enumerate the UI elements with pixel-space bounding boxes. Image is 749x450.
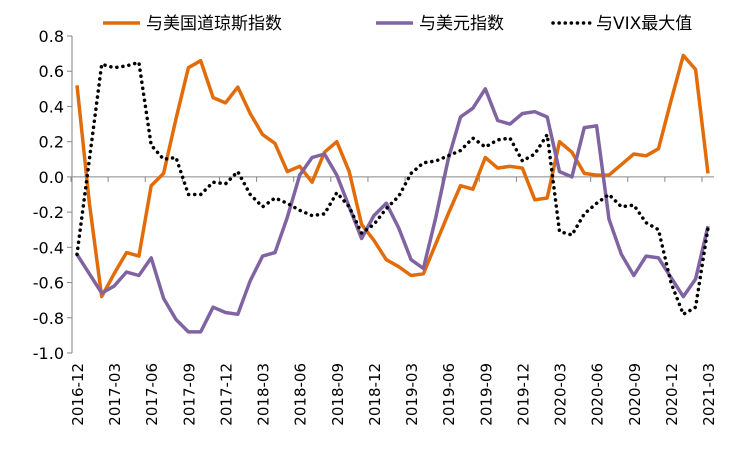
legend-item-2: 与VIX最大值: [551, 14, 692, 34]
x-tick-label: 2018-06: [292, 363, 310, 426]
x-tick-label: 2018-12: [366, 363, 384, 426]
x-tick-label: 2020-09: [626, 363, 644, 426]
y-tick-label: 0.0: [39, 168, 64, 187]
x-axis: 2016-12 2017-03 2017-06 2017-09 2017-12 2018-…: [69, 176, 718, 426]
x-tick-label: 2016-12: [69, 363, 87, 426]
legend-item-1: 与美元指数: [376, 14, 504, 34]
legend-label: 与美元指数: [419, 14, 504, 34]
y-axis: 0.8 0.6 0.4 0.2 0.0 -0.2 -0.4 -0.6 -0.8 -1.0: [33, 27, 73, 363]
x-tick-label: 2020-03: [552, 363, 570, 426]
y-tick-label: -0.2: [33, 203, 64, 222]
y-tick-label: -0.4: [33, 238, 64, 257]
x-tick-label: 2017-03: [106, 363, 124, 426]
x-tick-label: 2017-12: [217, 363, 235, 426]
legend-label: 与VIX最大值: [596, 14, 692, 34]
legend: 与美国道琼斯指数 与美元指数 与VIX最大值: [103, 14, 692, 34]
x-tick-label: 2019-06: [440, 363, 458, 426]
x-tick-label: 2019-09: [477, 363, 495, 426]
series-lines: [75, 53, 710, 334]
x-tick-label: 2019-12: [514, 363, 532, 426]
series-line-2: [75, 60, 710, 317]
series-line-1: [75, 87, 710, 334]
y-tick-label: 0.2: [39, 133, 64, 152]
series-line-0: [75, 53, 710, 299]
x-tick-label: 2020-06: [589, 363, 607, 426]
y-tick-label: -0.6: [33, 274, 64, 293]
legend-label: 与美国道琼斯指数: [146, 14, 282, 34]
x-tick-label: 2020-12: [663, 363, 681, 426]
x-tick-label: 2018-09: [329, 363, 347, 426]
x-tick-label: 2021-03: [700, 363, 718, 426]
y-tick-label: 0.6: [39, 62, 64, 81]
y-tick-label: 0.4: [39, 97, 64, 116]
y-tick-label: -1.0: [33, 344, 64, 363]
x-tick-label: 2019-03: [403, 363, 421, 426]
x-tick-label: 2017-09: [180, 363, 198, 426]
y-tick-label: -0.8: [33, 309, 64, 328]
x-tick-label: 2018-03: [255, 363, 273, 426]
legend-item-0: 与美国道琼斯指数: [103, 14, 282, 34]
x-tick-label: 2017-06: [143, 363, 161, 426]
y-tick-label: 0.8: [39, 27, 64, 46]
